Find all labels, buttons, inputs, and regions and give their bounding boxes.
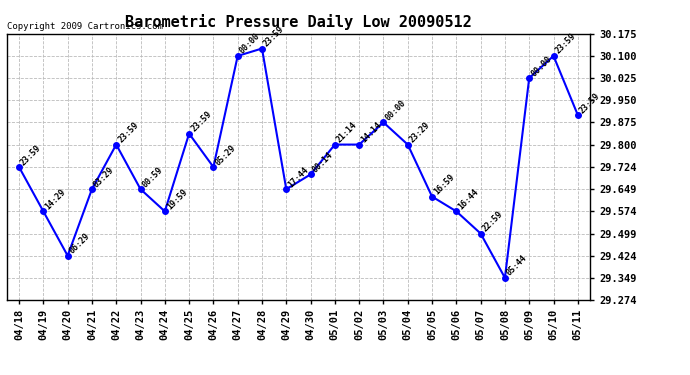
Text: 03:29: 03:29 <box>92 165 116 189</box>
Text: 05:29: 05:29 <box>213 143 237 167</box>
Text: 17:44: 17:44 <box>286 165 310 189</box>
Text: 14:14: 14:14 <box>359 120 383 145</box>
Text: Copyright 2009 Cartronics.com: Copyright 2009 Cartronics.com <box>7 22 163 31</box>
Text: 23:59: 23:59 <box>553 32 578 56</box>
Text: 16:59: 16:59 <box>432 172 456 196</box>
Text: 00:14: 00:14 <box>310 150 335 174</box>
Text: 05:44: 05:44 <box>505 254 529 278</box>
Text: 23:59: 23:59 <box>578 91 602 115</box>
Text: 23:29: 23:29 <box>408 120 432 145</box>
Text: 00:00: 00:00 <box>529 54 553 78</box>
Text: 21:14: 21:14 <box>335 120 359 145</box>
Text: 00:59: 00:59 <box>141 165 164 189</box>
Text: 23:59: 23:59 <box>262 24 286 48</box>
Text: 14:29: 14:29 <box>43 187 68 211</box>
Text: 00:00: 00:00 <box>384 98 408 122</box>
Text: 22:59: 22:59 <box>481 210 504 234</box>
Text: 19:59: 19:59 <box>165 187 189 211</box>
Text: 00:00: 00:00 <box>237 32 262 56</box>
Title: Barometric Pressure Daily Low 20090512: Barometric Pressure Daily Low 20090512 <box>125 14 472 30</box>
Text: 23:59: 23:59 <box>116 120 140 145</box>
Text: 23:59: 23:59 <box>19 143 43 167</box>
Text: 06:29: 06:29 <box>68 232 92 256</box>
Text: 23:59: 23:59 <box>189 110 213 134</box>
Text: 16:44: 16:44 <box>456 187 480 211</box>
